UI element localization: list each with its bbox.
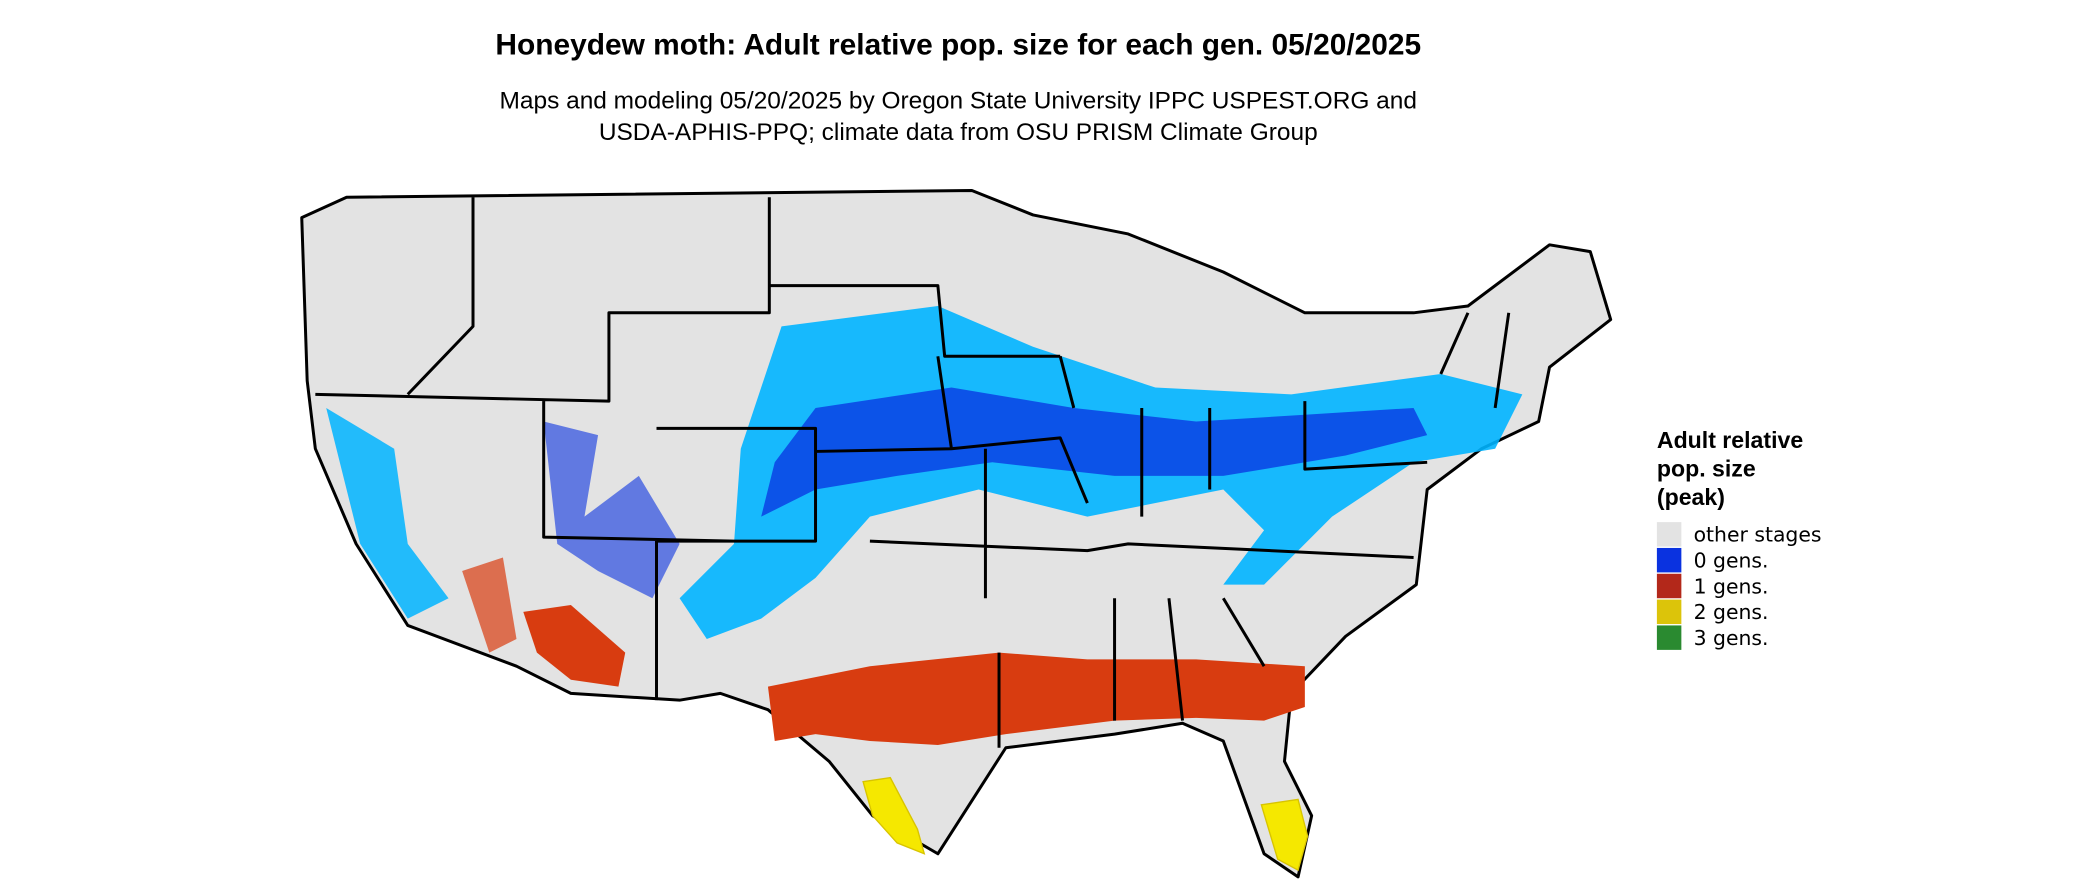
title: Honeydew moth: Adult relative pop. size …	[495, 28, 1421, 61]
blue-zone	[761, 387, 1428, 517]
subtitle: USDA-APHIS-PPQ; climate data from OSU PR…	[599, 119, 1318, 146]
subtitle: Maps and modeling 05/20/2025 by Oregon S…	[500, 88, 1417, 115]
map	[300, 188, 1613, 879]
yellow-zone	[862, 776, 926, 855]
red-zone	[462, 557, 517, 653]
light-blue-zone	[543, 421, 680, 599]
red-zone	[523, 605, 626, 687]
legend: Adult relative pop. size(peak) other stage…	[1656, 427, 1822, 650]
light-blue-zone	[326, 407, 449, 619]
legend-swatch	[1656, 625, 1682, 650]
legend-swatch	[1656, 599, 1682, 625]
legend-title: Adult relative	[1657, 427, 1803, 453]
legend-label: 2 gens.	[1694, 600, 1769, 624]
yellow-zone	[1260, 798, 1309, 872]
state-borders	[315, 197, 1511, 748]
legend-label: 1 gens.	[1694, 574, 1769, 598]
legend-label: 0 gens.	[1694, 549, 1769, 573]
legend-swatch	[1656, 547, 1682, 573]
us-land	[300, 188, 1613, 879]
legend-swatch	[1656, 573, 1682, 599]
legend-title: (peak)	[1657, 484, 1725, 510]
legend-label: other stages	[1694, 523, 1822, 547]
legend-swatch	[1656, 522, 1682, 547]
red-zone	[767, 652, 1305, 746]
legend-label: 3 gens.	[1694, 626, 1769, 650]
legend-title: pop. size	[1657, 456, 1756, 482]
